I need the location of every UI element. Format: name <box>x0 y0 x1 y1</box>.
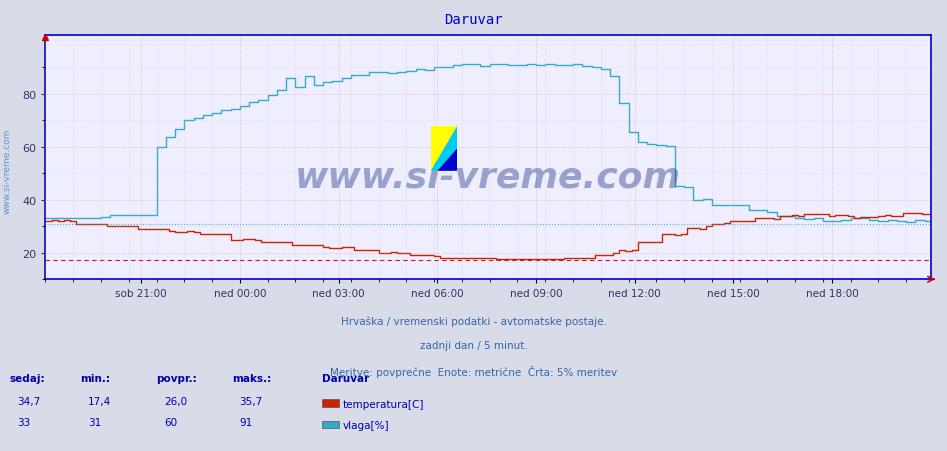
Text: 60: 60 <box>164 417 177 427</box>
Polygon shape <box>438 149 457 171</box>
Text: 33: 33 <box>17 417 30 427</box>
Text: 17,4: 17,4 <box>88 396 112 405</box>
Text: sedaj:: sedaj: <box>9 373 45 383</box>
Text: 31: 31 <box>88 417 101 427</box>
Text: Daruvar: Daruvar <box>322 373 369 383</box>
Text: www.si-vreme.com: www.si-vreme.com <box>295 161 681 194</box>
Text: maks.:: maks.: <box>232 373 271 383</box>
Text: Meritve: povprečne  Enote: metrične  Črta: 5% meritev: Meritve: povprečne Enote: metrične Črta:… <box>330 365 617 377</box>
Polygon shape <box>431 126 457 171</box>
Text: zadnji dan / 5 minut.: zadnji dan / 5 minut. <box>420 341 527 350</box>
Text: povpr.:: povpr.: <box>156 373 197 383</box>
Text: 91: 91 <box>240 417 253 427</box>
Text: 34,7: 34,7 <box>17 396 41 405</box>
Text: 35,7: 35,7 <box>240 396 263 405</box>
Text: Hrvaška / vremenski podatki - avtomatske postaje.: Hrvaška / vremenski podatki - avtomatske… <box>341 316 606 326</box>
Text: vlaga[%]: vlaga[%] <box>343 420 389 430</box>
Text: 26,0: 26,0 <box>164 396 187 405</box>
Text: min.:: min.: <box>80 373 111 383</box>
Text: temperatura[C]: temperatura[C] <box>343 399 424 409</box>
Text: www.si-vreme.com: www.si-vreme.com <box>3 129 12 214</box>
Text: Daruvar: Daruvar <box>444 14 503 27</box>
Polygon shape <box>431 126 457 171</box>
